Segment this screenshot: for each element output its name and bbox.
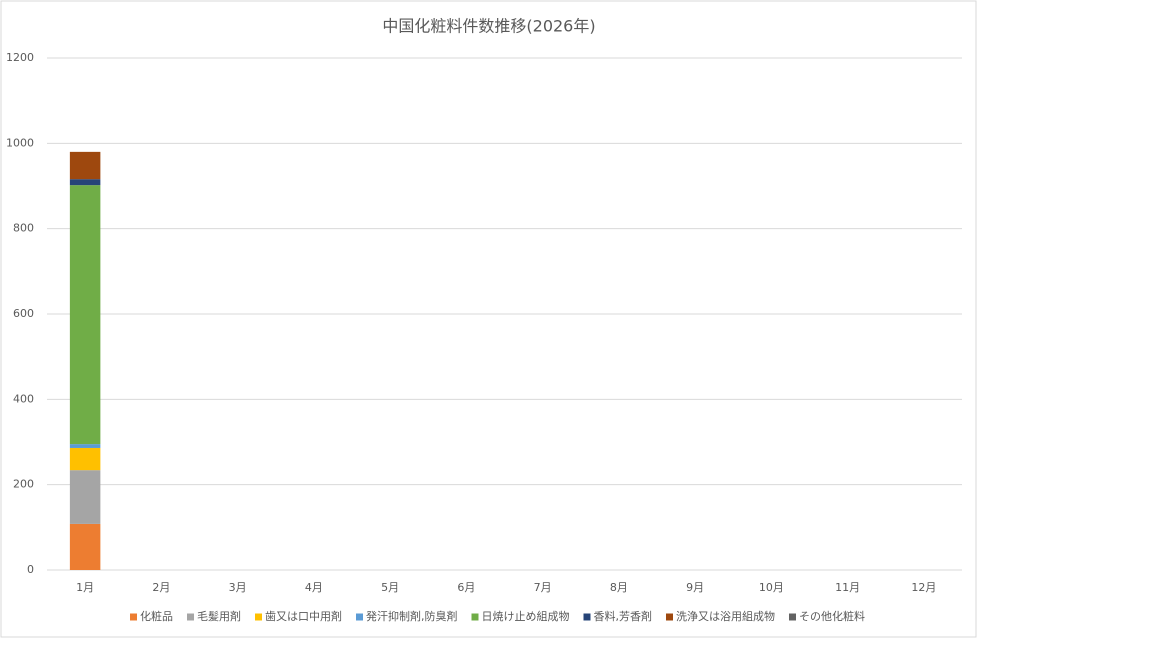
legend-label: その他化粧料 [799,609,865,623]
x-tick-label: 7月 [534,581,552,594]
legend-swatch [788,613,796,621]
legend-swatch [255,613,263,621]
legend-swatch [187,613,195,621]
bar-segment [69,444,101,448]
x-tick-label: 1月 [76,581,94,594]
legend-label: 日焼け止め組成物 [482,609,570,623]
y-tick-label: 800 [13,222,34,235]
y-tick-label: 1200 [6,51,34,64]
legend-label: 毛髪用剤 [197,609,241,623]
x-tick-label: 5月 [381,581,399,594]
bar-segment [69,151,101,180]
x-tick-label: 3月 [229,581,247,594]
legend-swatch [583,613,591,621]
y-tick-label: 1000 [6,136,34,149]
x-tick-label: 10月 [759,581,784,594]
x-tick-label: 4月 [305,581,323,594]
bar-segment [69,470,101,524]
legend-label: 歯又は口中用剤 [265,609,342,623]
y-tick-label: 400 [13,392,34,405]
bar-segment [69,447,101,471]
legend-label: 発汗抑制剤,防臭剤 [366,609,458,623]
bar-segment [69,523,101,570]
x-tick-label: 8月 [610,581,628,594]
y-tick-label: 600 [13,307,34,320]
y-tick-label: 200 [13,478,34,491]
legend-swatch [130,613,138,621]
x-tick-label: 2月 [152,581,170,594]
x-tick-label: 11月 [835,581,860,594]
bar-segment [69,185,101,445]
legend-label: 香料,芳香剤 [593,609,652,623]
x-tick-label: 12月 [911,581,936,594]
chart-frame [0,0,977,638]
chart-title: 中国化粧料件数推移(2026年) [382,17,595,36]
x-tick-label: 6月 [457,581,475,594]
legend-swatch [356,613,364,621]
y-tick-label: 0 [27,563,34,576]
legend-swatch [471,613,479,621]
x-tick-label: 9月 [686,581,704,594]
legend-swatch [665,613,673,621]
legend-label: 洗浄又は浴用組成物 [676,609,775,623]
bar-segment [69,179,101,186]
legend-label: 化粧品 [140,609,173,623]
